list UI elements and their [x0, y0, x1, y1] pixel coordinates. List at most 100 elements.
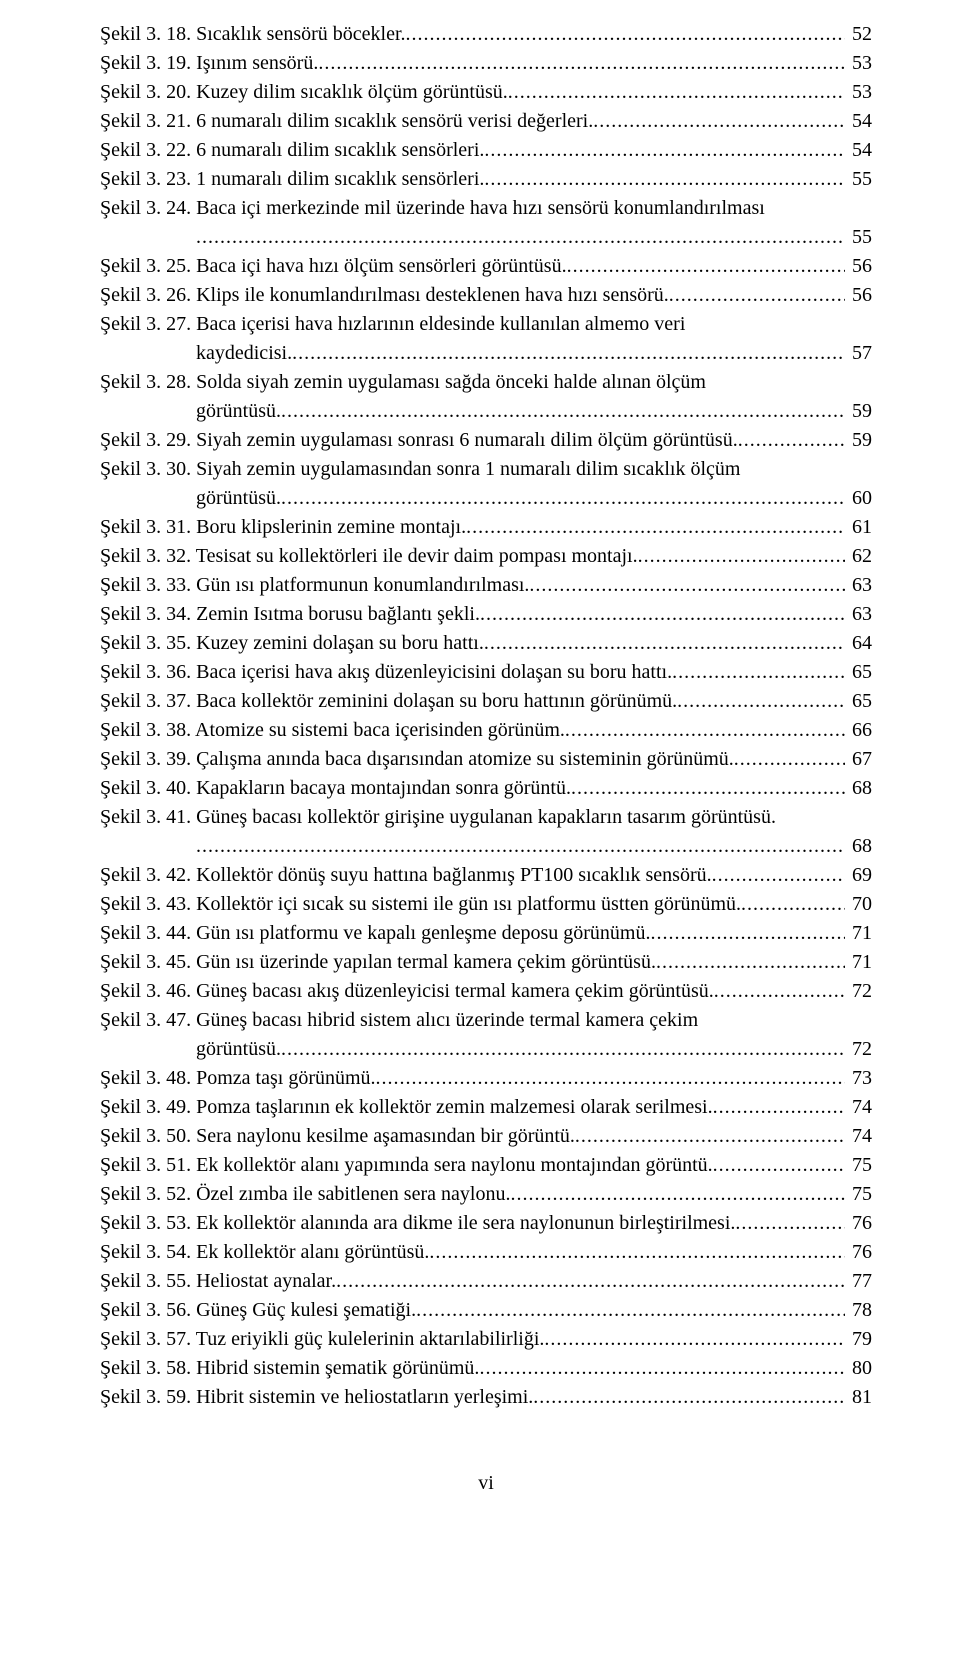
leader-dots: ........................................… [638, 542, 845, 571]
figure-entry-page: 75 [845, 1180, 872, 1209]
figure-entry: Şekil 3. 57. Tuz eriyikli güç kulelerini… [100, 1325, 872, 1354]
figure-list: Şekil 3. 18. Sıcaklık sensörü böcekler. … [100, 20, 872, 1412]
figure-entry-continuation: görüntüsü. .............................… [100, 397, 872, 426]
figure-entry-label: görüntüsü. [196, 484, 281, 513]
figure-entry: Şekil 3. 19. Işınım sensörü. ...........… [100, 49, 872, 78]
figure-entry-continuation: kaydedicisi. ...........................… [100, 339, 872, 368]
figure-entry-page: 62 [845, 542, 872, 571]
figure-entry-label: Şekil 3. 42. Kollektör dönüş suyu hattın… [100, 861, 712, 890]
leader-dots: ........................................… [376, 1064, 845, 1093]
leader-dots: ........................................… [529, 571, 845, 600]
figure-entry-page: 65 [845, 687, 872, 716]
figure-entry: Şekil 3. 49. Pomza taşlarının ek kollekt… [100, 1093, 872, 1122]
figure-entry-label: Şekil 3. 29. Siyah zemin uygulaması sonr… [100, 426, 738, 455]
figure-entry-label: Şekil 3. 18. Sıcaklık sensörü böcekler. [100, 20, 406, 49]
leader-dots: ........................................… [656, 948, 845, 977]
figure-entry-page: 77 [845, 1267, 872, 1296]
figure-entry: Şekil 3. 50. Sera naylonu kesilme aşamas… [100, 1122, 872, 1151]
figure-entry-label: Şekil 3. 59. Hibrit sistemin ve heliosta… [100, 1383, 533, 1412]
figure-entry-label: Şekil 3. 19. Işınım sensörü. [100, 49, 318, 78]
leader-dots: ........................................… [567, 252, 845, 281]
figure-entry-page: 72 [845, 977, 872, 1006]
figure-entry-page: 76 [845, 1238, 872, 1267]
figure-entry-label: Şekil 3. 24. Baca içi merkezinde mil üze… [100, 194, 765, 223]
leader-dots: ........................................… [738, 426, 845, 455]
figure-entry-label: Şekil 3. 33. Gün ısı platformunun konuml… [100, 571, 529, 600]
figure-entry: Şekil 3. 59. Hibrit sistemin ve heliosta… [100, 1383, 872, 1412]
leader-dots: ........................................… [466, 513, 845, 542]
figure-entry-continuation: görüntüsü. .............................… [100, 1035, 872, 1064]
leader-dots: ........................................… [479, 1354, 845, 1383]
figure-entry-page: 80 [845, 1354, 872, 1383]
figure-entry-page: 76 [845, 1209, 872, 1238]
figure-entry-label: Şekil 3. 48. Pomza taşı görünümü. [100, 1064, 376, 1093]
figure-entry: Şekil 3. 21. 6 numaralı dilim sıcaklık s… [100, 107, 872, 136]
leader-dots: ........................................… [571, 774, 845, 803]
leader-dots: ........................................… [650, 919, 845, 948]
figure-entry: Şekil 3. 46. Güneş bacası akış düzenleyi… [100, 977, 872, 1006]
leader-dots: ........................................… [669, 281, 845, 310]
figure-entry-label: Şekil 3. 52. Özel zımba ile sabitlenen s… [100, 1180, 510, 1209]
figure-entry-page: 68 [845, 774, 872, 803]
leader-dots: ........................................… [713, 1093, 845, 1122]
leader-dots: ........................................… [712, 861, 845, 890]
figure-entry: Şekil 3. 33. Gün ısı platformunun konuml… [100, 571, 872, 600]
leader-dots: ........................................… [544, 1325, 845, 1354]
leader-dots: ........................................… [575, 1122, 845, 1151]
figure-entry-label: Şekil 3. 26. Klips ile konumlandırılması… [100, 281, 669, 310]
figure-entry-label: görüntüsü. [196, 397, 281, 426]
figure-entry-label: Şekil 3. 53. Ek kollektör alanında ara d… [100, 1209, 735, 1238]
figure-entry-label: Şekil 3. 41. Güneş bacası kollektör giri… [100, 803, 776, 832]
figure-entry-page: 59 [845, 426, 872, 455]
figure-entry: Şekil 3. 20. Kuzey dilim sıcaklık ölçüm … [100, 78, 872, 107]
figure-entry: Şekil 3. 44. Gün ısı platformu ve kapalı… [100, 919, 872, 948]
figure-entry: Şekil 3. 53. Ek kollektör alanında ara d… [100, 1209, 872, 1238]
leader-dots: ........................................… [281, 397, 845, 426]
figure-entry-page: 70 [845, 890, 872, 919]
figure-entry-label: Şekil 3. 22. 6 numaralı dilim sıcaklık s… [100, 136, 484, 165]
figure-entry-label: kaydedicisi. [196, 339, 292, 368]
leader-dots: ........................................… [677, 687, 845, 716]
figure-entry: Şekil 3. 32. Tesisat su kollektörleri il… [100, 542, 872, 571]
leader-dots: ........................................… [672, 658, 845, 687]
figure-entry-label: Şekil 3. 28. Solda siyah zemin uygulamas… [100, 368, 706, 397]
figure-entry-page: 55 [845, 223, 872, 252]
figure-entry: Şekil 3. 28. Solda siyah zemin uygulamas… [100, 368, 872, 397]
figure-entry-label: Şekil 3. 31. Boru klipslerinin zemine mo… [100, 513, 466, 542]
figure-entry-label: Şekil 3. 44. Gün ısı platformu ve kapalı… [100, 919, 650, 948]
figure-entry-page: 69 [845, 861, 872, 890]
figure-entry: Şekil 3. 25. Baca içi hava hızı ölçüm se… [100, 252, 872, 281]
figure-entry-page: 71 [845, 948, 872, 977]
figure-entry-page: 63 [845, 571, 872, 600]
figure-entry-page: 66 [845, 716, 872, 745]
figure-entry-label: Şekil 3. 25. Baca içi hava hızı ölçüm se… [100, 252, 567, 281]
leader-dots: ........................................… [533, 1383, 845, 1412]
figure-entry-label: Şekil 3. 34. Zemin Isıtma borusu bağlant… [100, 600, 480, 629]
figure-entry-label: Şekil 3. 51. Ek kollektör alanı yapımınd… [100, 1151, 713, 1180]
figure-entry-page: 68 [845, 832, 872, 861]
figure-entry-page: 72 [845, 1035, 872, 1064]
leader-dots: ........................................… [281, 1035, 845, 1064]
figure-entry: Şekil 3. 40. Kapakların bacaya montajınd… [100, 774, 872, 803]
figure-entry: Şekil 3. 47. Güneş bacası hibrid sistem … [100, 1006, 872, 1035]
figure-entry-label: Şekil 3. 21. 6 numaralı dilim sıcaklık s… [100, 107, 593, 136]
figure-entry-continuation: görüntüsü. .............................… [100, 484, 872, 513]
figure-entry-label: Şekil 3. 40. Kapakların bacaya montajınd… [100, 774, 571, 803]
leader-dots: ........................................… [406, 20, 845, 49]
figure-entry-page: 67 [845, 745, 872, 774]
figure-entry-page: 63 [845, 600, 872, 629]
figure-entry-page: 60 [845, 484, 872, 513]
figure-entry: Şekil 3. 26. Klips ile konumlandırılması… [100, 281, 872, 310]
figure-entry-page: 75 [845, 1151, 872, 1180]
figure-entry-page: 64 [845, 629, 872, 658]
figure-entry-page: 74 [845, 1122, 872, 1151]
figure-entry: Şekil 3. 55. Heliostat aynalar. ........… [100, 1267, 872, 1296]
leader-dots: ........................................… [196, 223, 845, 252]
figure-entry: Şekil 3. 31. Boru klipslerinin zemine mo… [100, 513, 872, 542]
figure-entry-label: Şekil 3. 39. Çalışma anında baca dışarıs… [100, 745, 734, 774]
figure-entry: Şekil 3. 43. Kollektör içi sıcak su sist… [100, 890, 872, 919]
leader-dots: ........................................… [484, 165, 845, 194]
leader-dots: ........................................… [508, 78, 845, 107]
figure-entry-page: 54 [845, 136, 872, 165]
figure-entry-label: Şekil 3. 58. Hibrid sistemin şematik gör… [100, 1354, 479, 1383]
